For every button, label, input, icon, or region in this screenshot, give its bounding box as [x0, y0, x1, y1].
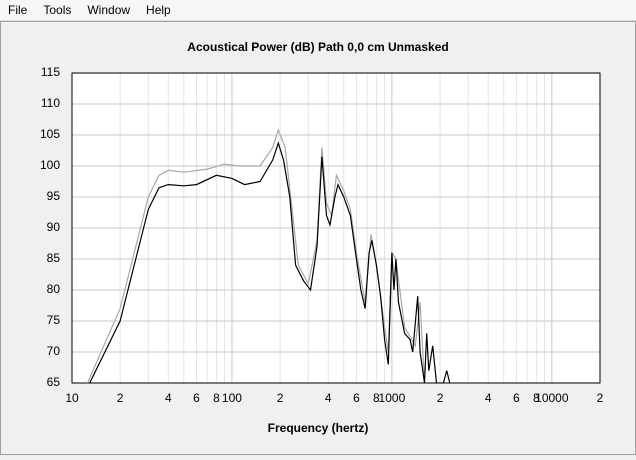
x-tick-label: 8 — [373, 391, 380, 405]
x-tick-label: 4 — [165, 391, 172, 405]
menu-item[interactable]: Tools — [43, 3, 72, 17]
x-tick-label: 2 — [277, 391, 284, 405]
menu-item[interactable]: File — [8, 3, 28, 17]
x-tick-label: 8 — [533, 391, 540, 405]
x-tick-label: 8 — [213, 391, 220, 405]
y-tick-label: 95 — [47, 189, 61, 203]
x-tick-label: 6 — [513, 391, 520, 405]
chart-title: Acoustical Power (dB) Path 0,0 cm Unmask… — [187, 40, 448, 54]
x-tick-label: 1000 — [379, 391, 406, 405]
y-tick-label: 115 — [41, 65, 60, 79]
x-tick-label: 10000 — [535, 391, 569, 405]
plot-border — [71, 72, 601, 384]
x-tick-label: 4 — [485, 391, 492, 405]
x-axis-label: Frequency (hertz) — [268, 421, 369, 435]
x-tick-label: 4 — [325, 391, 332, 405]
y-tick-label: 75 — [47, 313, 61, 327]
y-tick-label: 100 — [40, 158, 60, 172]
chart: Acoustical Power (dB) Path 0,0 cm Unmask… — [0, 21, 636, 455]
x-tick-label: 100 — [222, 391, 242, 405]
x-tick-label: 6 — [193, 391, 200, 405]
x-tick-label: 2 — [437, 391, 444, 405]
x-tick-label: 2 — [117, 391, 124, 405]
menu-item[interactable]: Help — [146, 3, 171, 17]
y-tick-label: 110 — [41, 96, 60, 110]
y-tick-label: 70 — [47, 344, 61, 358]
x-tick-label: 10 — [65, 391, 79, 405]
y-tick-label: 80 — [47, 282, 61, 296]
y-tick-label: 85 — [47, 251, 61, 265]
y-tick-label: 65 — [47, 375, 61, 389]
y-tick-label: 90 — [47, 220, 61, 234]
x-tick-label: 6 — [353, 391, 360, 405]
menu-bar: File Tools Window Help — [0, 0, 636, 21]
x-tick-label: 2 — [597, 391, 604, 405]
series-line — [89, 141, 451, 383]
menu-item[interactable]: Window — [87, 3, 131, 17]
y-tick-label: 105 — [40, 127, 60, 141]
